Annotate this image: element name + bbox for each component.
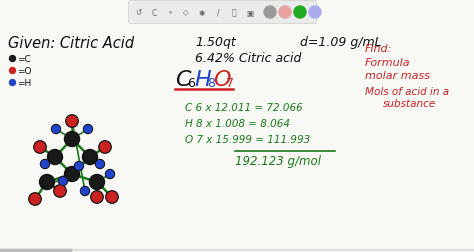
Circle shape — [309, 7, 321, 19]
Circle shape — [82, 150, 98, 165]
Circle shape — [55, 186, 65, 196]
Text: C: C — [151, 9, 156, 17]
Text: H 8 x 1.008 = 8.064: H 8 x 1.008 = 8.064 — [185, 118, 290, 129]
Text: =O: =O — [17, 67, 31, 76]
Circle shape — [64, 132, 80, 147]
Circle shape — [100, 142, 110, 152]
Circle shape — [97, 161, 103, 168]
Circle shape — [106, 170, 115, 179]
Text: 8: 8 — [207, 77, 215, 90]
Circle shape — [107, 192, 117, 202]
Text: substance: substance — [383, 99, 436, 109]
Circle shape — [107, 171, 113, 178]
Circle shape — [84, 126, 91, 133]
Circle shape — [81, 187, 90, 196]
Circle shape — [66, 134, 78, 145]
Circle shape — [90, 175, 104, 190]
Circle shape — [9, 80, 16, 86]
Circle shape — [279, 7, 291, 19]
Circle shape — [60, 178, 66, 185]
Text: C: C — [175, 70, 191, 90]
Circle shape — [92, 192, 102, 202]
Text: molar mass: molar mass — [365, 71, 430, 81]
Text: Given: Citric Acid: Given: Citric Acid — [8, 36, 134, 51]
Text: ▣: ▣ — [246, 9, 254, 17]
Text: =C: =C — [17, 55, 31, 64]
Circle shape — [294, 7, 306, 19]
Circle shape — [47, 150, 63, 165]
Text: O 7 x 15.999 = 111.993: O 7 x 15.999 = 111.993 — [185, 135, 310, 144]
FancyBboxPatch shape — [128, 2, 317, 24]
Circle shape — [66, 168, 78, 180]
Text: 1.50qt: 1.50qt — [195, 36, 236, 49]
Text: ⬜: ⬜ — [232, 9, 237, 17]
Text: d=1.09 g/mL: d=1.09 g/mL — [300, 36, 382, 49]
Circle shape — [75, 163, 82, 170]
Circle shape — [54, 185, 66, 197]
Circle shape — [84, 151, 96, 163]
Circle shape — [42, 161, 48, 168]
Text: Find:: Find: — [365, 44, 392, 54]
Circle shape — [83, 125, 92, 134]
Text: 6: 6 — [187, 77, 195, 90]
Text: 6.42% Citric acid: 6.42% Citric acid — [195, 52, 301, 65]
Text: ✱: ✱ — [199, 9, 205, 17]
Circle shape — [52, 125, 61, 134]
Circle shape — [41, 176, 53, 188]
Text: O: O — [213, 70, 230, 90]
Text: ◇: ◇ — [183, 9, 189, 17]
Circle shape — [64, 167, 80, 182]
Text: 192.123 g/mol: 192.123 g/mol — [235, 154, 321, 167]
Text: =H: =H — [17, 79, 31, 88]
Text: Formula: Formula — [365, 58, 410, 68]
Circle shape — [95, 160, 104, 169]
Text: ↺: ↺ — [135, 9, 141, 17]
Circle shape — [99, 141, 111, 153]
Circle shape — [49, 151, 61, 163]
Circle shape — [30, 194, 40, 204]
Circle shape — [264, 7, 276, 19]
Circle shape — [40, 160, 49, 169]
Circle shape — [39, 175, 55, 190]
Circle shape — [74, 162, 83, 171]
Text: H: H — [194, 70, 211, 90]
Circle shape — [106, 191, 118, 203]
Circle shape — [9, 68, 16, 74]
Text: /: / — [217, 9, 219, 17]
Text: C 6 x 12.011 = 72.066: C 6 x 12.011 = 72.066 — [185, 103, 303, 113]
Text: Mols of acid in a: Mols of acid in a — [365, 87, 449, 97]
Circle shape — [91, 176, 103, 188]
Circle shape — [58, 177, 67, 186]
Circle shape — [91, 191, 103, 203]
Text: ᵠ: ᵠ — [168, 9, 172, 17]
Circle shape — [35, 142, 45, 152]
Circle shape — [34, 141, 46, 153]
Text: 7: 7 — [226, 77, 234, 90]
Circle shape — [66, 115, 78, 128]
Circle shape — [29, 193, 41, 205]
Circle shape — [53, 126, 60, 133]
Circle shape — [9, 56, 16, 62]
Circle shape — [82, 188, 89, 195]
Circle shape — [67, 116, 77, 127]
